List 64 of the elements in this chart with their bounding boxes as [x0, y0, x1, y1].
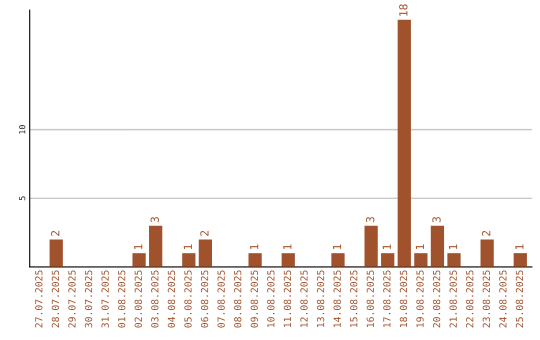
bar — [398, 20, 411, 267]
data-label: 3 — [366, 217, 374, 222]
y-tick-label: 10 — [19, 125, 26, 134]
data-label: 18 — [399, 4, 408, 16]
x-tick-label: 25.08.2025 — [516, 270, 524, 328]
bar — [248, 253, 262, 267]
bar — [182, 253, 196, 267]
data-label: 2 — [51, 230, 60, 236]
bar — [514, 253, 527, 267]
bar — [282, 253, 295, 267]
x-tick-label: 18.08.2025 — [400, 270, 408, 328]
data-label: 3 — [432, 217, 441, 222]
x-tick-label: 14.08.2025 — [333, 270, 341, 328]
x-tick-label: 10.08.2025 — [267, 270, 275, 328]
x-tick-label: 16.08.2025 — [366, 270, 374, 328]
x-tick-label: 12.08.2025 — [300, 270, 308, 328]
bar — [430, 226, 444, 267]
x-tick-label: 08.08.2025 — [234, 270, 242, 328]
data-label: 2 — [482, 230, 490, 236]
x-tick-label: 29.07.2025 — [68, 270, 76, 328]
x-tick-label: 19.08.2025 — [416, 270, 424, 328]
bar — [149, 226, 162, 267]
x-tick-label: 01.08.2025 — [118, 270, 126, 328]
data-label: 1 — [332, 244, 342, 250]
x-tick-label: 05.08.2025 — [184, 270, 192, 328]
x-tick-label: 07.08.2025 — [217, 270, 225, 328]
x-tick-label: 13.08.2025 — [316, 270, 324, 328]
x-tick-label: 06.08.2025 — [200, 270, 208, 328]
x-tick-label: 23.08.2025 — [482, 270, 490, 328]
bar — [331, 253, 345, 267]
x-tick-label: 21.08.2025 — [449, 270, 457, 328]
data-label: 1 — [515, 244, 524, 250]
bar — [447, 253, 461, 267]
data-label: 1 — [250, 244, 258, 250]
x-tick-label: 02.08.2025 — [134, 270, 142, 328]
x-tick-label: 20.08.2025 — [432, 270, 440, 328]
x-tick-label: 28.07.2025 — [52, 270, 60, 328]
x-tick-label: 27.07.2025 — [35, 270, 42, 328]
x-tick-label: 03.08.2025 — [151, 270, 159, 328]
bar — [364, 226, 378, 267]
bar — [132, 253, 146, 267]
x-tick-label: 24.08.2025 — [499, 270, 507, 328]
x-tick-label: 04.08.2025 — [168, 270, 176, 328]
data-label: 1 — [416, 244, 424, 250]
data-label: 1 — [184, 244, 192, 250]
bar — [198, 239, 212, 267]
data-label: 1 — [382, 244, 391, 250]
data-label: 2 — [200, 230, 208, 236]
x-tick-label: 17.08.2025 — [383, 270, 391, 328]
bar — [50, 239, 63, 267]
x-tick-label: 31.07.2025 — [101, 270, 109, 328]
bar — [480, 239, 494, 267]
data-label: 1 — [283, 244, 292, 250]
x-tick-label: 30.07.2025 — [84, 270, 92, 328]
bar — [381, 253, 394, 267]
x-tick-label: 09.08.2025 — [250, 270, 258, 328]
data-label: 1 — [448, 244, 458, 250]
x-tick-label: 22.08.2025 — [466, 270, 474, 328]
bar — [414, 253, 428, 267]
x-tick-label: 15.08.2025 — [350, 270, 358, 328]
data-label: 1 — [134, 244, 142, 250]
data-label: 3 — [150, 217, 159, 222]
y-tick-label: 5 — [19, 196, 26, 200]
x-tick-label: 11.08.2025 — [284, 270, 292, 328]
